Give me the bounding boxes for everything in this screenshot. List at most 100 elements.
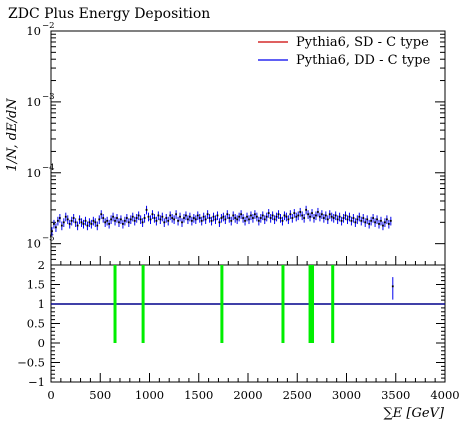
dd-point [86,224,89,227]
dd-point [183,217,185,219]
dd-point [80,221,83,224]
dd-point [226,213,229,216]
ratio-y-tick-label: 1.5 [27,278,45,292]
dd-point [53,223,55,225]
dd-point [271,214,274,217]
x-tick-label: 500 [89,388,111,402]
dd-point [281,219,284,222]
dd-point [114,219,116,222]
dd-point [125,217,128,219]
dd-point [380,219,382,222]
dd-point [102,217,105,219]
dd-point [171,217,174,219]
dd-point [350,219,353,222]
dd-point [167,219,170,222]
dd-point [252,217,254,219]
dd-point [275,215,278,218]
dd-point [228,217,231,219]
dd-point [58,217,61,219]
dd-point [291,217,294,219]
dd-point [100,213,103,216]
dd-point [118,221,120,224]
dd-point [374,221,376,224]
x-tick-label: 1000 [135,388,164,402]
dd-point [277,213,280,216]
dd-point [198,217,201,219]
ratio-y-tick-label: 1 [38,297,45,311]
ratio-spikes [113,265,335,343]
dd-point [220,217,223,219]
dd-point [51,230,53,233]
dd-point [108,223,111,225]
dd-point [348,215,351,218]
dd-point [259,217,262,219]
dd-point [244,219,246,222]
dd-point [250,214,252,217]
ratio-y-tick-label: 2 [38,258,45,272]
x-axis: 0 500 1000 1500 2000 2500 3000 3500 4000 [47,373,460,402]
dd-point [123,219,126,222]
dd-point [295,215,298,218]
dd-point [317,211,319,213]
dd-point [56,219,59,222]
x-tick-label: 1500 [184,388,213,402]
dd-point [188,215,191,218]
dd-point [346,218,349,221]
dd-point [145,208,148,211]
x-axis-label: ∑E [GeV] [383,406,444,421]
top-y-tick-exponent: −2 [42,21,55,31]
dd-point [248,218,250,221]
dd-point [273,218,276,221]
dd-point [175,213,177,216]
dd-point [368,223,371,225]
dd-point [202,215,205,218]
dd-point [151,213,154,216]
dd-point [332,217,335,219]
top-y-tick-exponent: −5 [42,234,55,244]
dd-point [315,214,317,217]
dd-point [179,215,181,218]
top-y-axis: 10−510−410−310−2 [26,21,445,260]
dd-point [218,221,221,224]
dd-point [279,217,282,219]
dd-point [155,219,158,222]
dd-point [309,215,311,218]
dd-point [344,214,347,217]
dd-point [366,218,369,221]
dd-point [301,214,304,217]
dd-point [385,218,388,221]
x-tick-label: 4000 [430,388,459,402]
dd-point [173,218,176,221]
dd-point [232,214,235,217]
dd-point [208,217,211,219]
dd-point [94,221,97,224]
dd-point [342,217,345,219]
dd-point [328,213,331,216]
dd-point [285,215,288,218]
dd-point [354,221,357,224]
dd-point [96,224,99,227]
dd-point [391,285,394,288]
dd-point [236,218,239,221]
dd-point [55,226,57,229]
dd-point [112,215,114,218]
dd-point [74,221,77,224]
dd-point [185,214,187,217]
dd-point [307,213,309,216]
top-y-tick-label: 10 [26,95,41,109]
ratio-y-tick-label: 0.5 [27,317,45,331]
dd-point [159,218,162,221]
dd-point [263,218,266,221]
dd-point [320,213,323,216]
dd-point [129,218,132,221]
dd-point [204,218,207,221]
dd-point [139,218,142,221]
dd-point [106,219,109,222]
dd-point [116,217,118,219]
dd-point [378,223,380,225]
dd-point [242,217,244,219]
dd-point [224,218,227,221]
dd-point [66,218,69,221]
dd-point [214,218,217,221]
